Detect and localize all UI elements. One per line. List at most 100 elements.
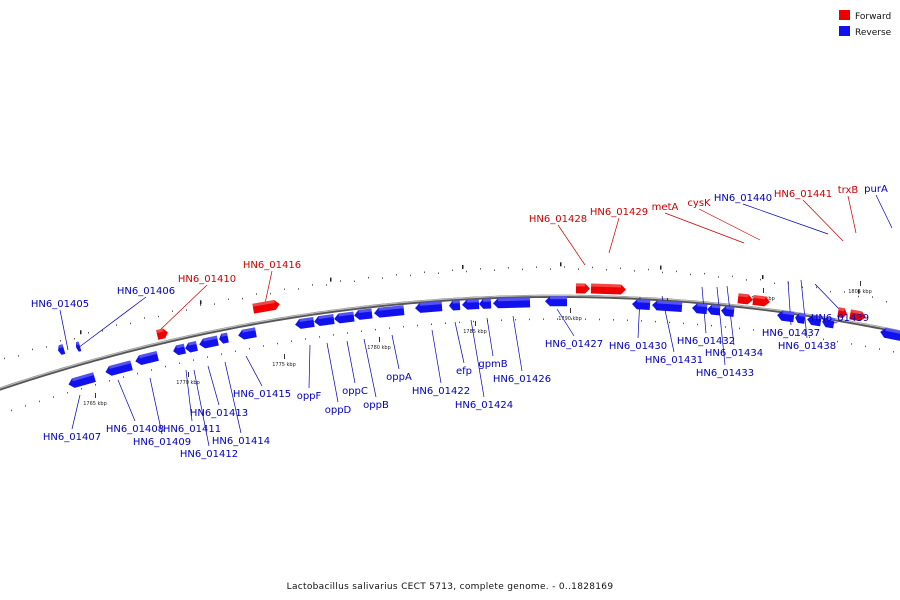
minor-tick-bottom [375, 328, 376, 331]
gene-arrow-highlight [850, 309, 862, 315]
leader-HN6_01411 [185, 369, 193, 422]
gene-arrow [238, 327, 257, 340]
gene-HN6_01440[interactable] [821, 317, 835, 329]
leader-purA [875, 194, 893, 229]
gene-oppB[interactable] [353, 308, 373, 320]
gene-HN6_01409[interactable] [134, 351, 159, 366]
minor-tick-bottom [445, 322, 446, 324]
gene-oppF[interactable] [294, 316, 315, 330]
gene-HN6_01413[interactable] [198, 335, 219, 350]
minor-tick-bottom [305, 338, 306, 340]
gene-HN6_01422[interactable] [415, 301, 443, 313]
gene-arrow [354, 308, 373, 320]
minor-tick-bottom [879, 348, 880, 350]
leader-HN6_01424 [470, 319, 485, 398]
leader-HN6_01440 [742, 203, 829, 235]
leader-HN6_01405 [59, 309, 69, 351]
gene-HN6_01407[interactable] [67, 372, 96, 389]
gene-HN6_01432[interactable] [692, 303, 708, 315]
gene-HN6_01439[interactable] [806, 314, 822, 327]
minor-tick-top [256, 293, 257, 295]
gene-arrow [252, 300, 280, 314]
gene-label-HN6_01433: HN6_01433 [696, 368, 754, 379]
minor-tick-bottom [865, 345, 866, 348]
leader-HN6_01438 [800, 279, 808, 339]
gene-label-purA: purA [864, 184, 888, 195]
leader-HN6_01433 [716, 286, 726, 366]
scale-ticks: 1765 kbp 1770 kbp 1775 kbp 1780 kbp 1785 kbp… [4, 262, 894, 412]
gene-arrow-highlight [497, 297, 530, 302]
minor-tick-top [508, 267, 509, 269]
gene-oppC[interactable] [333, 311, 355, 324]
gene-HN6_01431[interactable] [652, 300, 683, 312]
gene-arrow [652, 300, 683, 312]
gene-HN6_01441[interactable] [837, 307, 848, 319]
gene-arrow [822, 317, 835, 329]
gene-gpmB[interactable] [479, 298, 492, 309]
gene-arrow-highlight [242, 327, 256, 333]
gene-arrow [807, 315, 822, 327]
leader-HN6_01422 [431, 329, 442, 384]
gene-HN6_01412[interactable] [184, 341, 198, 353]
gene-HN6_01416[interactable] [252, 299, 280, 314]
leader-HN6_01409 [149, 377, 163, 435]
minor-tick-top [284, 288, 285, 290]
minor-tick-bottom [557, 318, 558, 320]
gene-arrow-highlight [482, 298, 491, 302]
gene-HN6_01433[interactable] [707, 304, 721, 316]
gene-HN6_01415[interactable] [237, 327, 257, 340]
gene-metA[interactable] [737, 293, 753, 305]
gene-efp[interactable] [449, 300, 461, 311]
gene-label-HN6_01431: HN6_01431 [645, 355, 703, 366]
minor-tick-top [578, 268, 579, 270]
gene-HN6_01429[interactable] [590, 283, 626, 295]
gene-HN6_01411[interactable] [172, 343, 186, 356]
gene-HN6_01434[interactable] [721, 306, 735, 317]
minor-tick-bottom [739, 327, 740, 330]
minor-tick-top [60, 340, 61, 342]
minor-tick-bottom [333, 334, 334, 336]
gene-oppD[interactable] [313, 314, 335, 327]
gene-HN6_01437[interactable] [776, 310, 795, 323]
gene-arrow-highlight [138, 351, 158, 359]
minor-tick-top [452, 269, 453, 272]
minor-tick-bottom [25, 405, 26, 407]
gene-HN6_01426[interactable] [493, 297, 531, 309]
leader-HN6_01439 [814, 283, 841, 311]
gene-HN6_01424[interactable] [462, 299, 480, 310]
gene-HN6_01410[interactable] [155, 328, 169, 340]
leader-HN6_01408 [117, 379, 136, 422]
minor-tick-bottom [431, 323, 432, 326]
gene-HN6_01408[interactable] [104, 360, 133, 377]
scale-mark [284, 354, 285, 359]
gene-HN6_01428[interactable] [575, 283, 590, 294]
minor-tick-top [634, 270, 635, 272]
gene-HN6_01406[interactable] [75, 341, 82, 352]
leader-HN6_01441 [802, 199, 844, 242]
gene-label-trxB: trxB [838, 185, 859, 196]
minor-tick-top [536, 266, 537, 268]
gene-HN6_01414[interactable] [218, 332, 229, 345]
scale-label: 1765 kbp [83, 401, 107, 407]
gene-purA[interactable] [879, 327, 900, 342]
minor-tick-top [32, 348, 33, 351]
gene-oppA[interactable] [374, 305, 405, 318]
gene-arrow-highlight [318, 314, 334, 320]
gene-HN6_01405[interactable] [57, 344, 66, 355]
minor-tick-top [886, 301, 887, 303]
scale-mark [860, 281, 861, 286]
gene-cysK[interactable] [752, 294, 770, 307]
minor-tick-bottom [459, 321, 460, 324]
gene-HN6_01430[interactable] [632, 299, 651, 310]
gene-trxB[interactable] [849, 309, 867, 322]
gene-arrow-highlight [203, 335, 218, 342]
gene-HN6_01427[interactable] [545, 296, 568, 307]
minor-tick-bottom [585, 318, 586, 320]
gene-HN6_01438[interactable] [794, 313, 806, 324]
gene-arrow [76, 341, 82, 352]
minor-tick-bottom [95, 383, 96, 386]
minor-tick-bottom [137, 372, 138, 375]
gene-arrow [105, 360, 133, 376]
